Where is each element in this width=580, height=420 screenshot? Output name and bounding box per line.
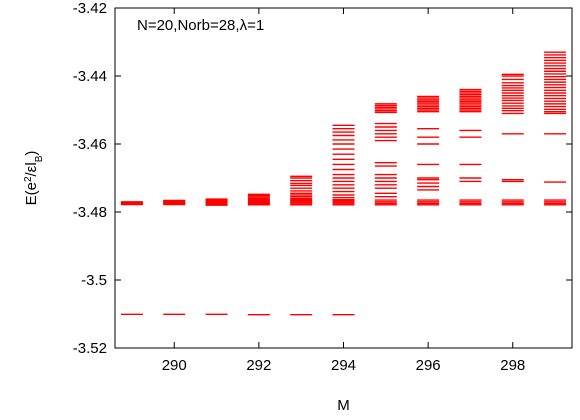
level-group-m299	[544, 51, 567, 206]
level-group-m290	[163, 199, 186, 316]
level-group-m297	[459, 88, 482, 206]
y-tick-label: -3.46	[73, 136, 107, 153]
level-group-m291	[205, 198, 228, 316]
x-tick-label: 298	[500, 357, 525, 374]
y-axis-label-base: E(e	[23, 182, 40, 205]
level-group-m294	[332, 124, 355, 316]
level-group-m298	[501, 73, 524, 206]
x-tick-label: 290	[162, 357, 187, 374]
level-group-m289	[120, 201, 143, 316]
x-tick-label: 296	[416, 357, 441, 374]
x-tick-label: 292	[246, 357, 271, 374]
y-tick-label: -3.5	[81, 272, 107, 289]
chart-marks	[120, 51, 567, 316]
level-group-m295	[374, 103, 397, 206]
y-axis-label: E(e2/εlB)	[23, 151, 45, 206]
y-tick-label: -3.42	[73, 0, 107, 17]
y-tick-label: -3.52	[73, 340, 107, 357]
y-tick-label: -3.44	[73, 68, 107, 85]
level-group-m293	[290, 175, 313, 316]
y-axis-label-sup: 2	[23, 176, 34, 182]
y-axis-label-mid: /εl	[23, 162, 40, 176]
annotation-label: N=20,Norb=28,λ=1	[137, 17, 264, 34]
plot-frame	[114, 7, 573, 349]
x-tick-label: 294	[331, 357, 356, 374]
y-tick-label: -3.48	[73, 204, 107, 221]
y-axis-label-end: )	[23, 151, 40, 156]
y-axis-label-sub: B	[34, 155, 45, 162]
level-group-m292	[247, 193, 270, 316]
level-group-m296	[417, 95, 440, 206]
axis-ticks: 290 292 294 296 298 -3.52 -3.5 -3.48 -3.46 -3.44 -…	[73, 0, 572, 374]
x-axis-label: M	[337, 397, 350, 414]
